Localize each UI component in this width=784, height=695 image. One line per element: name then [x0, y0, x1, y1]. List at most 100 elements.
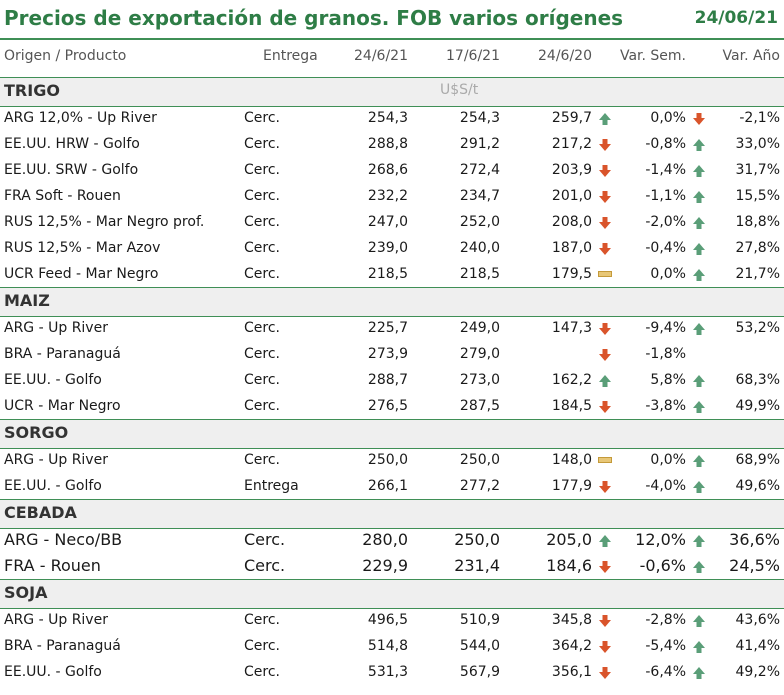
delivery-cell: Cerc. — [244, 664, 280, 680]
title-bar: Precios de exportación de granos. FOB va… — [0, 0, 784, 40]
down-arrow-icon — [598, 163, 612, 177]
price-last-week: 544,0 — [459, 638, 500, 654]
price-current: 276,5 — [367, 398, 408, 414]
price-last-year: 364,2 — [551, 638, 592, 654]
price-current: 273,9 — [367, 346, 408, 362]
table-row: UCR - Mar Negro Cerc. 276,5 287,5 184,5 -3,8%… — [0, 393, 784, 419]
product-name: ARG - Up River — [4, 452, 108, 468]
section-label: SORGO — [4, 423, 69, 442]
price-last-year: 179,5 — [551, 266, 592, 282]
product-name: EE.UU. SRW - Golfo — [4, 162, 139, 178]
delivery-cell: Cerc. — [244, 452, 280, 468]
product-name: ARG - Up River — [4, 612, 108, 628]
table-row: ARG - Up River Cerc. 496,5 510,9 345,8 -2,8% 4… — [0, 607, 784, 633]
delivery-cell: Cerc. — [244, 110, 280, 126]
price-current: 247,0 — [367, 214, 408, 230]
var-week: -1,1% — [645, 188, 686, 204]
down-arrow-icon — [598, 665, 612, 679]
price-last-week: 231,4 — [454, 556, 500, 575]
units-label: U$S/t — [440, 82, 479, 98]
section-header: TRIGO U$S/t — [0, 77, 784, 107]
price-last-year: 345,8 — [551, 612, 592, 628]
section-header: CEBADA — [0, 499, 784, 529]
product-name: ARG - Up River — [4, 320, 108, 336]
price-last-week: 250,0 — [459, 452, 500, 468]
table-row: BRA - Paranaguá Cerc. 514,8 544,0 364,2 -5,4%… — [0, 633, 784, 659]
header-var-week: Var. Sem. — [619, 48, 686, 64]
flat-bar-icon — [598, 271, 612, 277]
var-year: 31,7% — [735, 162, 780, 178]
section-label: TRIGO — [4, 81, 60, 100]
var-year: -2,1% — [739, 110, 780, 126]
price-current: 229,9 — [362, 556, 408, 575]
price-current: 239,0 — [367, 240, 408, 256]
price-last-week: 277,2 — [459, 478, 500, 494]
var-week: 0,0% — [650, 266, 686, 282]
up-arrow-icon — [598, 373, 612, 387]
table-row: ARG - Up River Cerc. 250,0 250,0 148,0 0,0% 68… — [0, 447, 784, 473]
price-current: 531,3 — [367, 664, 408, 680]
header-date-3: 24/6/20 — [538, 48, 592, 64]
up-arrow-icon — [692, 613, 706, 627]
product-name: BRA - Paranaguá — [4, 638, 121, 654]
down-arrow-icon — [692, 111, 706, 125]
up-arrow-icon — [692, 137, 706, 151]
price-last-week: 273,0 — [459, 372, 500, 388]
header-var-year: Var. Año — [722, 48, 780, 64]
up-arrow-icon — [692, 163, 706, 177]
delivery-cell: Cerc. — [244, 398, 280, 414]
up-arrow-icon — [598, 111, 612, 125]
product-name: EE.UU. - Golfo — [4, 478, 102, 494]
delivery-cell: Cerc. — [244, 188, 280, 204]
var-week: 0,0% — [650, 452, 686, 468]
table-row: RUS 12,5% - Mar Azov Cerc. 239,0 240,0 187,0… — [0, 235, 784, 261]
var-year: 18,8% — [735, 214, 780, 230]
delivery-cell: Cerc. — [244, 612, 280, 628]
var-year: 41,4% — [735, 638, 780, 654]
up-arrow-icon — [692, 533, 706, 547]
var-year: 43,6% — [735, 612, 780, 628]
var-week: -1,8% — [645, 346, 686, 362]
price-last-week: 272,4 — [459, 162, 500, 178]
table-row: BRA - Paranaguá Cerc. 273,9 279,0 -1,8% — [0, 341, 784, 367]
price-last-week: 240,0 — [459, 240, 500, 256]
product-name: RUS 12,5% - Mar Azov — [4, 240, 161, 256]
price-last-year: 356,1 — [551, 664, 592, 680]
table-row: EE.UU. HRW - Golfo Cerc. 288,8 291,2 217,2 -0… — [0, 131, 784, 157]
price-current: 288,8 — [367, 136, 408, 152]
price-last-week: 567,9 — [459, 664, 500, 680]
product-name: BRA - Paranaguá — [4, 346, 121, 362]
price-last-year: 203,9 — [551, 162, 592, 178]
var-week: 5,8% — [650, 372, 686, 388]
delivery-cell: Cerc. — [244, 240, 280, 256]
var-week: -2,0% — [645, 214, 686, 230]
price-current: 514,8 — [367, 638, 408, 654]
price-current: 254,3 — [367, 110, 408, 126]
var-year: 21,7% — [735, 266, 780, 282]
delivery-cell: Cerc. — [244, 530, 286, 549]
down-arrow-icon — [598, 241, 612, 255]
delivery-cell: Cerc. — [244, 162, 280, 178]
down-arrow-icon — [598, 399, 612, 413]
table-row: EE.UU. SRW - Golfo Cerc. 268,6 272,4 203,9 -1… — [0, 157, 784, 183]
price-current: 288,7 — [367, 372, 408, 388]
price-last-week: 252,0 — [459, 214, 500, 230]
down-arrow-icon — [598, 215, 612, 229]
down-arrow-icon — [598, 189, 612, 203]
price-last-year: 217,2 — [551, 136, 592, 152]
down-arrow-icon — [598, 137, 612, 151]
var-year: 24,5% — [729, 556, 780, 575]
var-year: 53,2% — [735, 320, 780, 336]
var-year: 49,9% — [735, 398, 780, 414]
down-arrow-icon — [598, 321, 612, 335]
var-week: 0,0% — [650, 110, 686, 126]
price-current: 280,0 — [362, 530, 408, 549]
price-last-week: 234,7 — [459, 188, 500, 204]
var-week: -6,4% — [645, 664, 686, 680]
price-last-week: 510,9 — [459, 612, 500, 628]
price-last-year: 208,0 — [551, 214, 592, 230]
table-row: ARG - Neco/BB Cerc. 280,0 250,0 205,0 12,0% 36… — [0, 527, 784, 553]
section-header: MAIZ — [0, 287, 784, 317]
var-week: -1,4% — [645, 162, 686, 178]
up-arrow-icon — [692, 479, 706, 493]
